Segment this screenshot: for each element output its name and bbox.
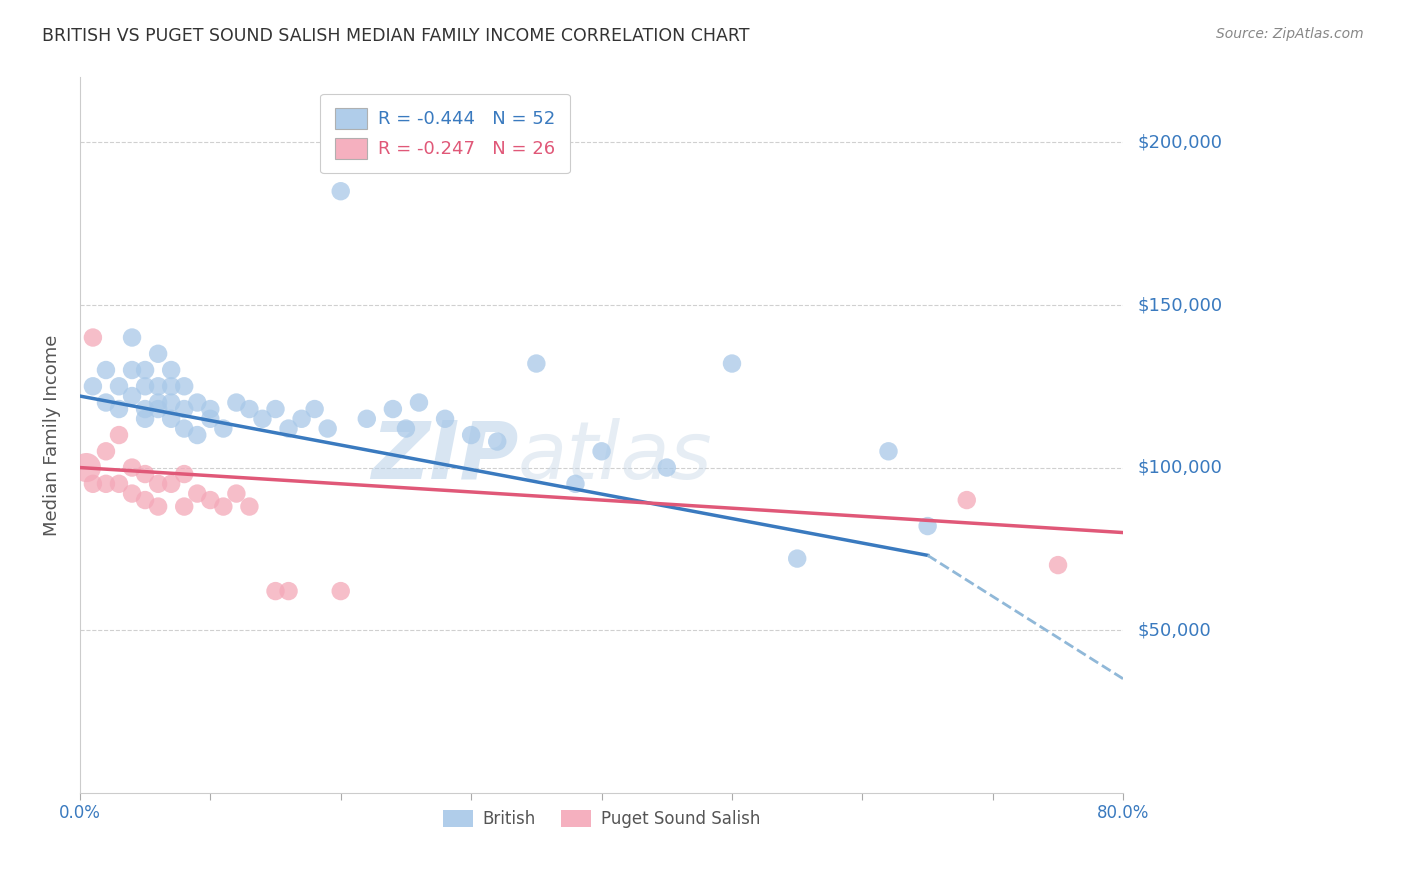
Point — [200, 493, 222, 508]
Point — [134, 379, 156, 393]
Point — [200, 411, 222, 425]
Point — [486, 434, 509, 449]
Point — [524, 357, 547, 371]
Text: $50,000: $50,000 — [1137, 621, 1211, 639]
Point — [225, 486, 247, 500]
Point — [94, 476, 117, 491]
Legend: British, Puget Sound Salish: British, Puget Sound Salish — [436, 803, 768, 834]
Point — [225, 395, 247, 409]
Point — [186, 428, 208, 442]
Point — [146, 500, 169, 514]
Point — [460, 428, 482, 442]
Point — [82, 476, 104, 491]
Point — [212, 421, 235, 435]
Point — [264, 402, 287, 417]
Point — [75, 460, 97, 475]
Point — [160, 395, 183, 409]
Point — [121, 330, 143, 344]
Point — [173, 421, 195, 435]
Y-axis label: Median Family Income: Median Family Income — [44, 334, 60, 536]
Point — [108, 379, 131, 393]
Text: atlas: atlas — [517, 417, 713, 495]
Point — [200, 402, 222, 417]
Point — [329, 584, 352, 599]
Point — [108, 428, 131, 442]
Point — [94, 395, 117, 409]
Point — [134, 402, 156, 417]
Point — [134, 467, 156, 481]
Text: $150,000: $150,000 — [1137, 296, 1222, 314]
Point — [395, 421, 418, 435]
Point — [146, 347, 169, 361]
Point — [186, 486, 208, 500]
Text: Source: ZipAtlas.com: Source: ZipAtlas.com — [1216, 27, 1364, 41]
Point — [173, 379, 195, 393]
Point — [173, 402, 195, 417]
Point — [160, 379, 183, 393]
Point — [82, 330, 104, 344]
Point — [304, 402, 326, 417]
Point — [121, 460, 143, 475]
Point — [121, 363, 143, 377]
Text: $100,000: $100,000 — [1137, 458, 1222, 476]
Point — [917, 519, 939, 533]
Text: $200,000: $200,000 — [1137, 134, 1222, 152]
Point — [212, 500, 235, 514]
Point — [238, 500, 260, 514]
Point — [238, 402, 260, 417]
Point — [877, 444, 900, 458]
Point — [121, 486, 143, 500]
Point — [655, 460, 678, 475]
Point — [146, 395, 169, 409]
Point — [94, 363, 117, 377]
Point — [956, 493, 979, 508]
Point — [356, 411, 378, 425]
Point — [160, 411, 183, 425]
Point — [329, 184, 352, 198]
Point — [264, 584, 287, 599]
Point — [277, 584, 299, 599]
Point — [173, 467, 195, 481]
Point — [94, 444, 117, 458]
Point — [173, 500, 195, 514]
Point — [134, 493, 156, 508]
Point — [381, 402, 404, 417]
Point — [134, 363, 156, 377]
Point — [252, 411, 274, 425]
Point — [108, 476, 131, 491]
Point — [134, 411, 156, 425]
Point — [564, 476, 586, 491]
Point — [121, 389, 143, 403]
Point — [316, 421, 339, 435]
Point — [721, 357, 744, 371]
Point — [160, 363, 183, 377]
Text: BRITISH VS PUGET SOUND SALISH MEDIAN FAMILY INCOME CORRELATION CHART: BRITISH VS PUGET SOUND SALISH MEDIAN FAM… — [42, 27, 749, 45]
Point — [786, 551, 808, 566]
Point — [408, 395, 430, 409]
Point — [591, 444, 613, 458]
Point — [434, 411, 457, 425]
Point — [160, 476, 183, 491]
Point — [146, 402, 169, 417]
Point — [186, 395, 208, 409]
Point — [108, 402, 131, 417]
Point — [291, 411, 314, 425]
Point — [146, 379, 169, 393]
Text: ZIP: ZIP — [371, 417, 517, 495]
Point — [277, 421, 299, 435]
Point — [1047, 558, 1070, 573]
Point — [146, 476, 169, 491]
Point — [82, 379, 104, 393]
